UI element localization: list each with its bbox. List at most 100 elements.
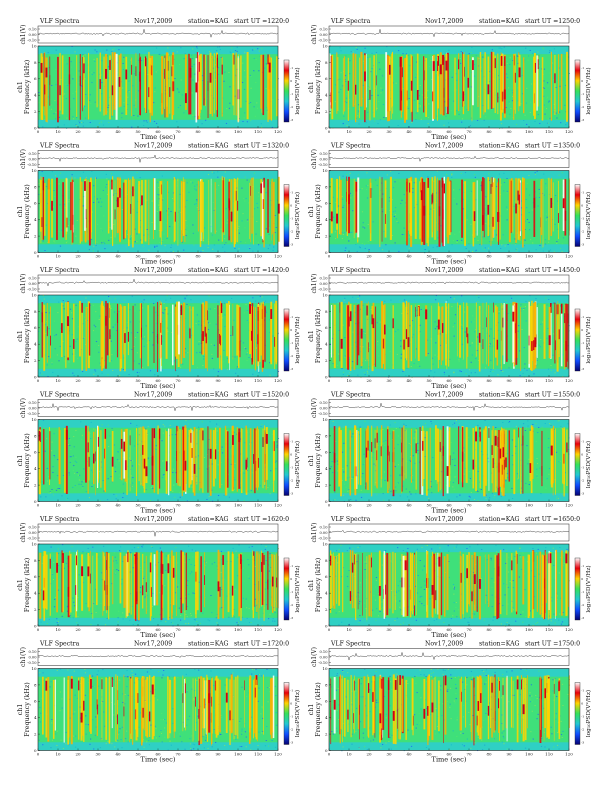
spectrogram-speckle: [364, 421, 365, 422]
spectrogram-burst: [100, 430, 101, 488]
spectrogram-burst: [440, 430, 441, 491]
spectrogram-speckle: [270, 557, 271, 558]
spectrogram-burst: [354, 425, 356, 489]
spectrogram-burst: [79, 301, 81, 356]
spectrogram-burst-core: [504, 56, 505, 66]
spectrogram-speckle: [374, 464, 375, 465]
spectrogram-speckle: [151, 487, 152, 488]
spectrogram-speckle: [172, 225, 173, 226]
waveform-ylabel: ch1(V): [20, 149, 27, 169]
spectrogram-speckle: [527, 219, 528, 220]
spectrogram-speckle: [218, 185, 219, 186]
x-tick-label: 70: [175, 129, 181, 134]
spectrogram-speckle: [254, 208, 255, 209]
spectrogram-speckle: [359, 189, 360, 190]
spectrogram-burst: [447, 306, 448, 369]
spectrogram-burst-core: [368, 342, 369, 352]
spectrogram-speckle: [218, 495, 219, 496]
spectrogram-burst-core: [554, 73, 555, 83]
spectrogram-burst-core: [67, 316, 69, 326]
spectrogram-burst: [262, 302, 263, 360]
spectrogram-speckle: [345, 81, 346, 82]
spectrogram-burst: [182, 430, 183, 496]
spectrogram-speckle: [127, 322, 128, 323]
spectrogram-speckle: [485, 196, 486, 197]
spectrogram-speckle: [198, 455, 199, 456]
spectrogram-speckle: [108, 425, 109, 426]
spectrogram-speckle: [132, 85, 133, 86]
spectrogram-speckle: [132, 486, 133, 487]
spectrogram-burst: [45, 57, 47, 121]
spectrogram-speckle: [130, 322, 131, 323]
spectrogram-speckle: [213, 173, 214, 174]
spectrogram-burst: [500, 178, 501, 239]
spectrogram-speckle: [233, 548, 234, 549]
spectrogram-speckle: [447, 300, 448, 301]
spectrogram-burst: [225, 426, 226, 496]
spectrogram-speckle: [218, 450, 219, 451]
spectrogram-speckle: [204, 228, 205, 229]
spectrogram-speckle: [458, 359, 459, 360]
spectrogram-speckle: [154, 247, 155, 248]
spectrogram-speckle: [93, 250, 94, 251]
spectrogram-speckle: [398, 435, 399, 436]
spectrogram-speckle: [118, 452, 119, 453]
spectrogram-speckle: [344, 356, 345, 357]
spectrogram-speckle: [539, 189, 540, 190]
spectrogram-speckle: [50, 491, 51, 492]
spectrogram-burst: [561, 307, 563, 366]
spectrogram-speckle: [549, 50, 550, 51]
spectrogram-speckle: [245, 76, 246, 77]
spectrogram-speckle: [245, 304, 246, 305]
spectrogram-speckle: [40, 373, 41, 374]
spectrogram-burst: [200, 428, 202, 488]
panel-spectra-label: VLF Spectra: [330, 267, 371, 274]
spectrogram-speckle: [556, 118, 557, 119]
spectrogram-speckle: [188, 594, 189, 595]
spectrogram-burst-core: [136, 66, 137, 76]
spectrogram-speckle: [172, 198, 173, 199]
spectrogram-speckle: [395, 331, 396, 332]
spectrogram-burst: [205, 55, 206, 106]
y-tick-label: 2: [34, 358, 37, 363]
spectrogram-speckle: [247, 180, 248, 181]
spectrogram-speckle: [549, 423, 550, 424]
spectrogram-speckle: [56, 490, 57, 491]
spectrogram-burst: [255, 307, 256, 370]
spectrogram-speckle: [256, 59, 257, 60]
spectrogram-speckle: [68, 444, 69, 445]
spectrogram-speckle: [344, 337, 345, 338]
spectrogram-speckle: [123, 69, 124, 70]
spectrogram-speckle: [233, 616, 234, 617]
spectrogram-speckle: [218, 371, 219, 372]
colorbar: [284, 434, 289, 496]
spectrogram-burst: [81, 305, 82, 370]
spectrogram-speckle: [136, 241, 137, 242]
spectrogram-speckle: [261, 48, 262, 49]
spectrogram-speckle: [398, 125, 399, 126]
spectrogram-burst: [256, 430, 257, 487]
spectrogram-speckle: [530, 102, 531, 103]
spectrogram-burst-core: [59, 85, 60, 95]
spectrogram-speckle: [419, 95, 420, 96]
spectrogram-speckle: [477, 491, 478, 492]
spectrogram-burst: [82, 57, 83, 111]
spectrogram-speckle: [539, 245, 540, 246]
spectrogram-speckle: [454, 489, 455, 490]
spectrogram-speckle: [507, 63, 508, 64]
spectrogram-speckle: [516, 250, 517, 251]
y-tick-label: 6: [325, 201, 328, 206]
spectrogram-speckle: [336, 457, 337, 458]
spectrogram-speckle: [471, 492, 472, 493]
spectrogram-burst: [234, 58, 235, 115]
spectrogram-burst-core: [401, 443, 402, 453]
spectrogram-speckle: [343, 443, 344, 444]
spectrogram-burst-core: [564, 313, 565, 323]
spectrogram-speckle: [459, 495, 460, 496]
spectrogram-speckle: [45, 451, 46, 452]
spectrogram-burst: [65, 302, 66, 368]
spectrogram-burst: [485, 426, 487, 486]
spectrogram-speckle: [180, 615, 181, 616]
spectrogram-burst: [181, 183, 182, 231]
spectrogram-speckle: [229, 108, 230, 109]
